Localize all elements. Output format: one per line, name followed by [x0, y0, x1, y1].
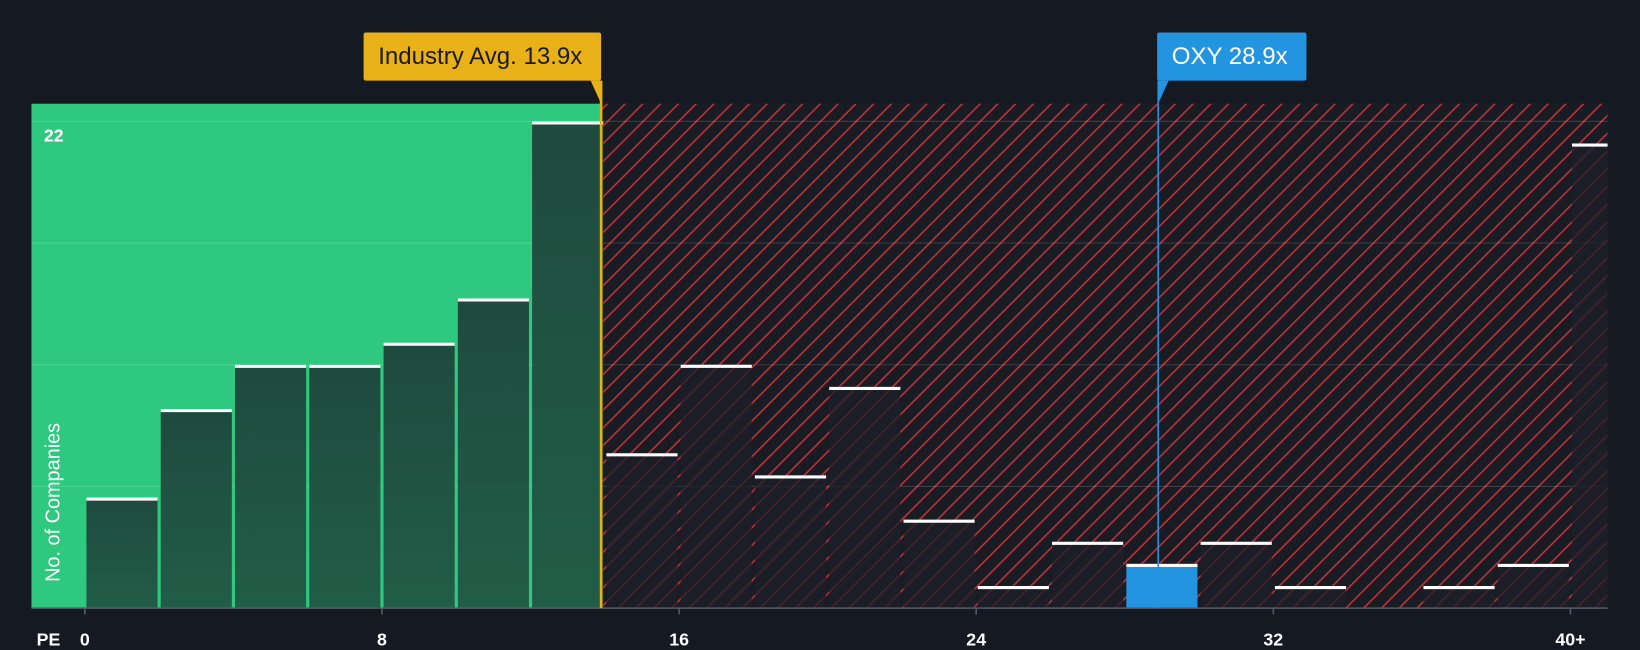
bar: [977, 586, 1049, 609]
bar: [160, 408, 232, 609]
bar: [457, 298, 529, 609]
bar: [680, 364, 752, 609]
bar: [532, 121, 604, 609]
bar: [309, 364, 381, 609]
bar: [1572, 143, 1608, 609]
bar: [829, 386, 901, 609]
annotation-label: Industry Avg. 13.9x: [378, 43, 582, 70]
bar: [1423, 586, 1495, 609]
x-tick-label: 8: [377, 629, 387, 649]
annotation-box: [363, 32, 602, 81]
annotation: Industry Avg. 13.9x: [363, 32, 602, 104]
x-tick-label: 16: [669, 629, 689, 649]
annotation-pointer: [1158, 80, 1169, 104]
annotation-label: OXY 28.9x: [1172, 43, 1288, 70]
bar: [606, 453, 678, 609]
above-region: [601, 103, 1608, 609]
bar: [86, 497, 158, 609]
bar: [234, 364, 307, 609]
annotation: OXY 28.9x: [1157, 32, 1307, 104]
bar: [1200, 541, 1272, 609]
bar: [1126, 563, 1198, 609]
x-tick-label: 24: [966, 629, 986, 649]
x-tick-label: 0: [80, 629, 90, 649]
bar: [1052, 541, 1124, 609]
x-axis-label: PE: [37, 629, 61, 649]
annotation-pointer: [590, 80, 602, 104]
annotation-box: [1157, 32, 1307, 81]
x-tick-label: 40+: [1555, 629, 1585, 649]
y-tick-label: 22: [44, 126, 64, 146]
bar: [383, 342, 455, 609]
bar: [754, 475, 827, 609]
bar: [1274, 586, 1347, 609]
y-axis-label: No. of Companies: [43, 423, 65, 582]
x-tick-label: 32: [1263, 629, 1283, 649]
bar: [1497, 563, 1569, 609]
bar: [903, 519, 975, 609]
